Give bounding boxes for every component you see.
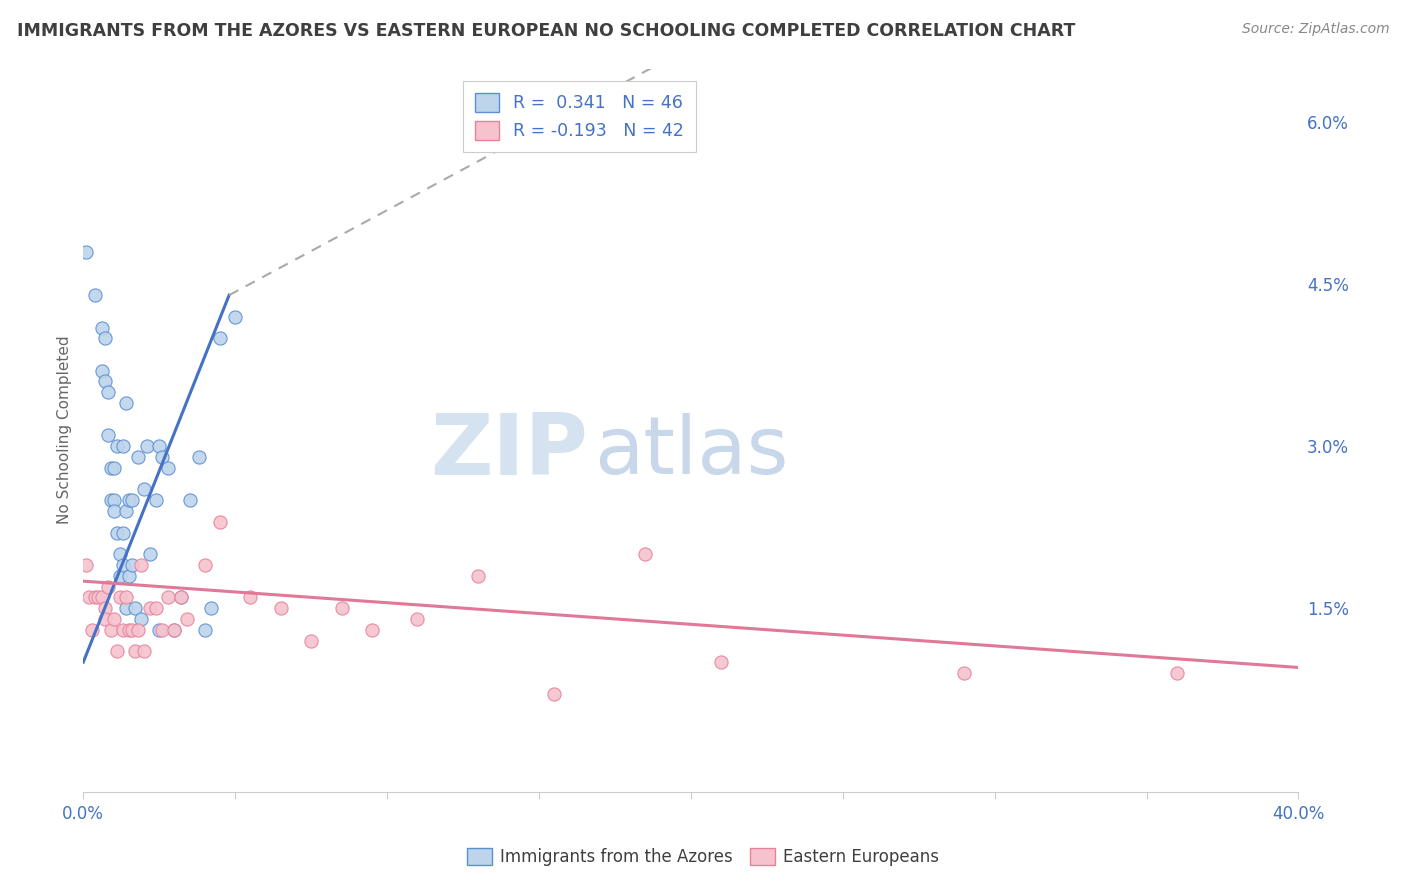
Point [100, 493, 122, 508]
Point [299, 633, 322, 648]
Point [194, 623, 217, 637]
Point [121, 493, 143, 508]
Point [208, 515, 231, 529]
Point [108, 547, 131, 561]
Point [467, 568, 489, 582]
Point [330, 601, 353, 615]
Point [121, 623, 143, 637]
Point [124, 601, 146, 615]
Point [148, 623, 170, 637]
Point [1166, 665, 1188, 680]
Point [634, 547, 657, 561]
Point [79, 591, 101, 605]
Text: atlas: atlas [593, 413, 787, 491]
Point [224, 310, 246, 324]
Point [136, 439, 159, 453]
Point [132, 483, 155, 497]
Point [103, 493, 125, 508]
Point [93, 375, 115, 389]
Point [121, 558, 143, 572]
Point [105, 439, 128, 453]
Text: ZIP: ZIP [430, 410, 588, 493]
Point [129, 612, 152, 626]
Point [114, 591, 136, 605]
Point [75, 558, 97, 572]
Point [103, 612, 125, 626]
Point [114, 504, 136, 518]
Point [163, 623, 186, 637]
Point [108, 568, 131, 582]
Point [111, 558, 134, 572]
Point [127, 450, 149, 464]
Point [90, 364, 112, 378]
Legend: Immigrants from the Azores, Eastern Europeans: Immigrants from the Azores, Eastern Euro… [460, 841, 946, 873]
Point [97, 385, 120, 400]
Point [127, 623, 149, 637]
Point [543, 688, 565, 702]
Point [124, 644, 146, 658]
Point [169, 591, 191, 605]
Point [187, 450, 209, 464]
Point [100, 623, 122, 637]
Legend: R =  0.341   N = 46, R = -0.193   N = 42: R = 0.341 N = 46, R = -0.193 N = 42 [463, 81, 696, 153]
Point [194, 558, 217, 572]
Y-axis label: No Schooling Completed: No Schooling Completed [58, 335, 72, 524]
Point [200, 601, 222, 615]
Point [132, 644, 155, 658]
Point [239, 591, 262, 605]
Point [710, 655, 733, 669]
Point [118, 568, 141, 582]
Point [111, 623, 134, 637]
Point [118, 493, 141, 508]
Point [118, 623, 141, 637]
Point [82, 623, 104, 637]
Point [361, 623, 384, 637]
Point [105, 525, 128, 540]
Point [953, 665, 976, 680]
Point [93, 601, 115, 615]
Point [157, 591, 180, 605]
Point [114, 601, 136, 615]
Point [93, 331, 115, 345]
Point [90, 591, 112, 605]
Point [87, 591, 110, 605]
Text: Source: ZipAtlas.com: Source: ZipAtlas.com [1241, 22, 1389, 37]
Point [111, 525, 134, 540]
Point [176, 612, 198, 626]
Point [114, 396, 136, 410]
Point [103, 504, 125, 518]
Point [93, 612, 115, 626]
Point [75, 244, 97, 259]
Text: IMMIGRANTS FROM THE AZORES VS EASTERN EUROPEAN NO SCHOOLING COMPLETED CORRELATIO: IMMIGRANTS FROM THE AZORES VS EASTERN EU… [17, 22, 1076, 40]
Point [406, 612, 429, 626]
Point [139, 601, 162, 615]
Point [84, 288, 107, 302]
Point [97, 428, 120, 442]
Point [270, 601, 292, 615]
Point [179, 493, 201, 508]
Point [100, 460, 122, 475]
Point [105, 644, 128, 658]
Point [150, 450, 173, 464]
Point [139, 547, 162, 561]
Point [129, 558, 152, 572]
Point [169, 591, 191, 605]
Point [103, 460, 125, 475]
Point [145, 601, 167, 615]
Point [157, 460, 180, 475]
Point [150, 623, 173, 637]
Point [97, 580, 120, 594]
Point [111, 439, 134, 453]
Point [108, 591, 131, 605]
Point [148, 439, 170, 453]
Point [163, 623, 186, 637]
Point [145, 493, 167, 508]
Point [84, 591, 107, 605]
Point [90, 320, 112, 334]
Point [208, 331, 231, 345]
